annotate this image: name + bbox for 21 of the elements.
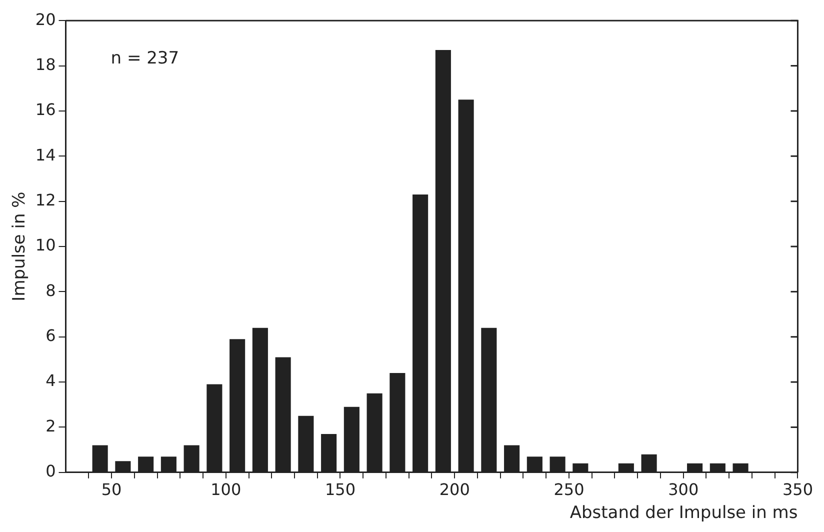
y-tick-label: 2 xyxy=(46,416,56,436)
x-tick-label: 150 xyxy=(324,480,356,500)
y-tick-label: 8 xyxy=(46,280,56,300)
y-tick-label: 16 xyxy=(35,100,56,120)
y-tick-label: 6 xyxy=(46,326,56,346)
x-tick-label: 100 xyxy=(210,480,242,500)
annotation: n = 237 xyxy=(110,48,180,69)
x-tick-label: 200 xyxy=(439,480,470,500)
x-tick-label: 50 xyxy=(101,480,122,500)
y-tick-label: 4 xyxy=(46,371,56,390)
x-tick-label: 300 xyxy=(668,480,699,500)
x-tick-label: 350 xyxy=(782,480,814,500)
y-tick-label: 20 xyxy=(35,10,56,29)
y-tick-label: 18 xyxy=(35,54,56,74)
y-axis-title: Impulse in % xyxy=(10,192,30,302)
y-tick-label: 0 xyxy=(46,462,56,481)
y-tick-label: 10 xyxy=(35,236,56,255)
y-tick-label: 14 xyxy=(35,145,56,164)
y-tick-label: 12 xyxy=(35,190,56,210)
x-tick-label: 250 xyxy=(554,480,584,500)
x-axis-title: Abstand der Impulse in ms xyxy=(570,503,798,524)
